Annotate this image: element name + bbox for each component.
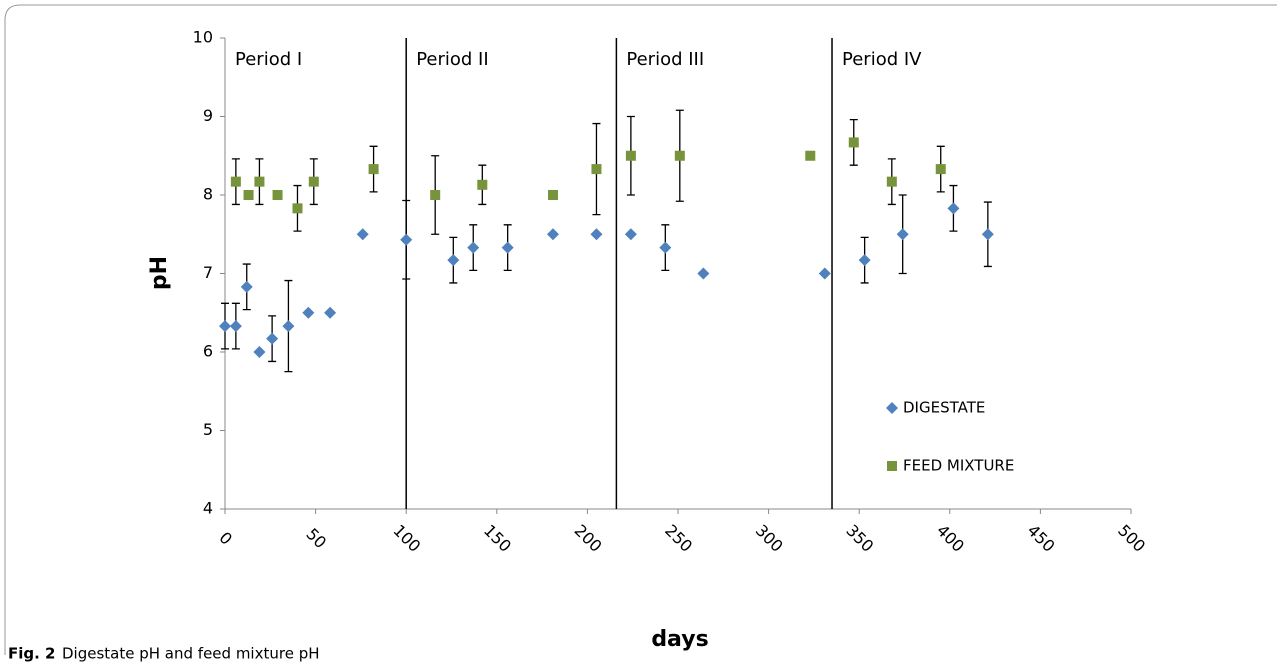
point <box>467 241 480 254</box>
point <box>501 241 514 254</box>
period-label: Period II <box>416 49 488 70</box>
point <box>253 346 266 358</box>
x-tick-label: 250 <box>661 521 696 556</box>
x-tick-label: 500 <box>1114 521 1149 556</box>
point <box>447 254 460 267</box>
point <box>590 228 603 241</box>
y-tick-label: 8 <box>203 185 213 204</box>
x-tick-label: 350 <box>842 521 877 556</box>
point <box>302 306 315 319</box>
period-label: Period IV <box>842 49 922 70</box>
legend-marker <box>887 461 897 471</box>
y-tick-label: 4 <box>203 499 213 518</box>
point <box>591 164 602 175</box>
x-axis-label: days <box>651 627 708 652</box>
point <box>547 190 558 200</box>
point <box>229 320 242 333</box>
point <box>230 176 241 187</box>
point <box>659 241 672 254</box>
caption-label: Fig. 2 <box>8 645 55 663</box>
figure-frame <box>4 4 1277 655</box>
point <box>219 320 231 333</box>
point <box>886 176 897 187</box>
y-tick-label: 6 <box>203 342 213 361</box>
legend-label: DIGESTATE <box>903 399 985 417</box>
point <box>292 203 303 214</box>
legend-marker <box>886 402 898 414</box>
point <box>896 228 909 241</box>
point <box>282 320 295 333</box>
x-tick-label: 50 <box>302 524 330 552</box>
period-label: Period I <box>235 49 302 70</box>
y-tick-label: 7 <box>203 263 213 282</box>
point <box>240 280 253 293</box>
point <box>400 233 413 246</box>
point <box>324 306 337 319</box>
x-tick-label: 100 <box>389 521 424 556</box>
point <box>266 332 279 345</box>
point <box>818 267 831 280</box>
y-tick-label: 10 <box>193 28 213 47</box>
point <box>368 164 379 175</box>
period-label: Period III <box>626 49 704 70</box>
legend-label: FEED MIXTURE <box>903 457 1014 475</box>
x-tick-label: 150 <box>480 521 515 556</box>
point <box>624 228 637 241</box>
point <box>947 202 960 215</box>
y-tick-label: 9 <box>203 106 213 125</box>
x-tick-label: 400 <box>933 521 968 556</box>
y-axis-label: pH <box>147 256 172 290</box>
point <box>272 190 283 200</box>
point <box>697 267 710 280</box>
point <box>477 179 488 190</box>
point <box>308 176 319 187</box>
y-tick-label: 5 <box>203 420 213 439</box>
point <box>546 228 559 241</box>
x-tick-label: 450 <box>1024 521 1059 556</box>
point <box>243 190 254 200</box>
point <box>805 150 816 161</box>
x-tick-label: 0 <box>215 528 236 549</box>
point <box>625 150 636 161</box>
x-tick-label: 200 <box>571 521 606 556</box>
point <box>981 228 994 241</box>
x-tick-label: 300 <box>752 521 787 556</box>
point <box>935 164 946 175</box>
point <box>848 137 859 148</box>
point <box>356 228 369 241</box>
point <box>254 176 265 187</box>
point <box>858 254 871 267</box>
point <box>430 190 441 200</box>
point <box>674 150 685 161</box>
caption-text: Digestate pH and feed mixture pH <box>62 645 320 663</box>
